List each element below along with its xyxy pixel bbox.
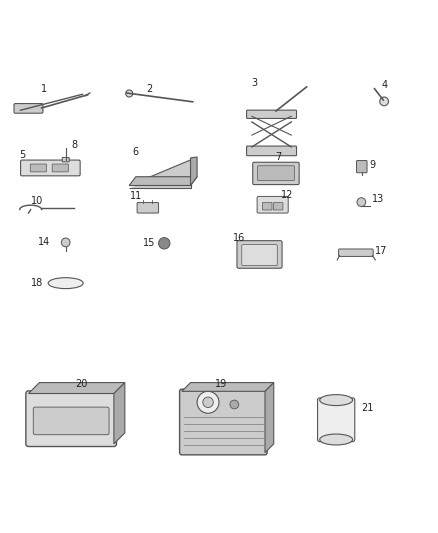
Circle shape xyxy=(380,97,389,106)
FancyBboxPatch shape xyxy=(273,203,283,210)
Polygon shape xyxy=(265,383,274,453)
Text: 20: 20 xyxy=(75,379,87,389)
FancyBboxPatch shape xyxy=(21,160,80,176)
Text: 2: 2 xyxy=(146,84,152,94)
Polygon shape xyxy=(182,383,274,391)
Polygon shape xyxy=(129,177,197,185)
Circle shape xyxy=(197,391,219,413)
Polygon shape xyxy=(114,383,125,444)
Circle shape xyxy=(203,397,213,408)
FancyBboxPatch shape xyxy=(237,241,282,268)
Text: 21: 21 xyxy=(362,402,374,413)
Text: 5: 5 xyxy=(19,150,25,160)
FancyBboxPatch shape xyxy=(247,146,297,156)
Text: 13: 13 xyxy=(372,194,384,204)
Polygon shape xyxy=(28,383,125,393)
Ellipse shape xyxy=(320,394,353,406)
FancyBboxPatch shape xyxy=(52,164,68,172)
Circle shape xyxy=(159,238,170,249)
Text: 7: 7 xyxy=(275,152,281,162)
Circle shape xyxy=(357,198,366,206)
FancyBboxPatch shape xyxy=(33,407,109,435)
FancyBboxPatch shape xyxy=(258,166,294,181)
FancyBboxPatch shape xyxy=(62,157,69,162)
FancyBboxPatch shape xyxy=(30,164,46,172)
FancyBboxPatch shape xyxy=(247,110,297,118)
FancyBboxPatch shape xyxy=(357,160,367,173)
Polygon shape xyxy=(191,157,197,185)
Text: 18: 18 xyxy=(31,278,43,288)
Text: 9: 9 xyxy=(369,160,375,171)
Text: 15: 15 xyxy=(143,238,155,248)
Circle shape xyxy=(126,90,133,97)
Text: 8: 8 xyxy=(71,140,78,150)
FancyBboxPatch shape xyxy=(339,249,373,256)
Text: 17: 17 xyxy=(375,246,387,256)
Text: 19: 19 xyxy=(215,379,227,389)
FancyBboxPatch shape xyxy=(137,203,159,213)
Text: 1: 1 xyxy=(41,84,47,94)
Ellipse shape xyxy=(48,278,83,288)
FancyBboxPatch shape xyxy=(242,245,277,265)
Text: 3: 3 xyxy=(251,78,257,88)
Text: 14: 14 xyxy=(38,237,50,247)
FancyBboxPatch shape xyxy=(180,389,267,455)
FancyBboxPatch shape xyxy=(253,162,299,184)
FancyBboxPatch shape xyxy=(257,197,288,213)
Text: 12: 12 xyxy=(281,190,293,200)
FancyBboxPatch shape xyxy=(14,103,43,113)
Polygon shape xyxy=(129,159,191,185)
FancyBboxPatch shape xyxy=(262,203,272,210)
Polygon shape xyxy=(129,161,191,188)
Text: 16: 16 xyxy=(233,233,245,243)
FancyBboxPatch shape xyxy=(26,391,117,447)
Text: 6: 6 xyxy=(133,147,139,157)
Text: 10: 10 xyxy=(31,196,43,206)
Text: 4: 4 xyxy=(381,80,388,90)
Circle shape xyxy=(230,400,239,409)
FancyBboxPatch shape xyxy=(318,398,355,442)
Text: 11: 11 xyxy=(130,191,142,201)
Ellipse shape xyxy=(320,434,353,445)
Circle shape xyxy=(61,238,70,247)
